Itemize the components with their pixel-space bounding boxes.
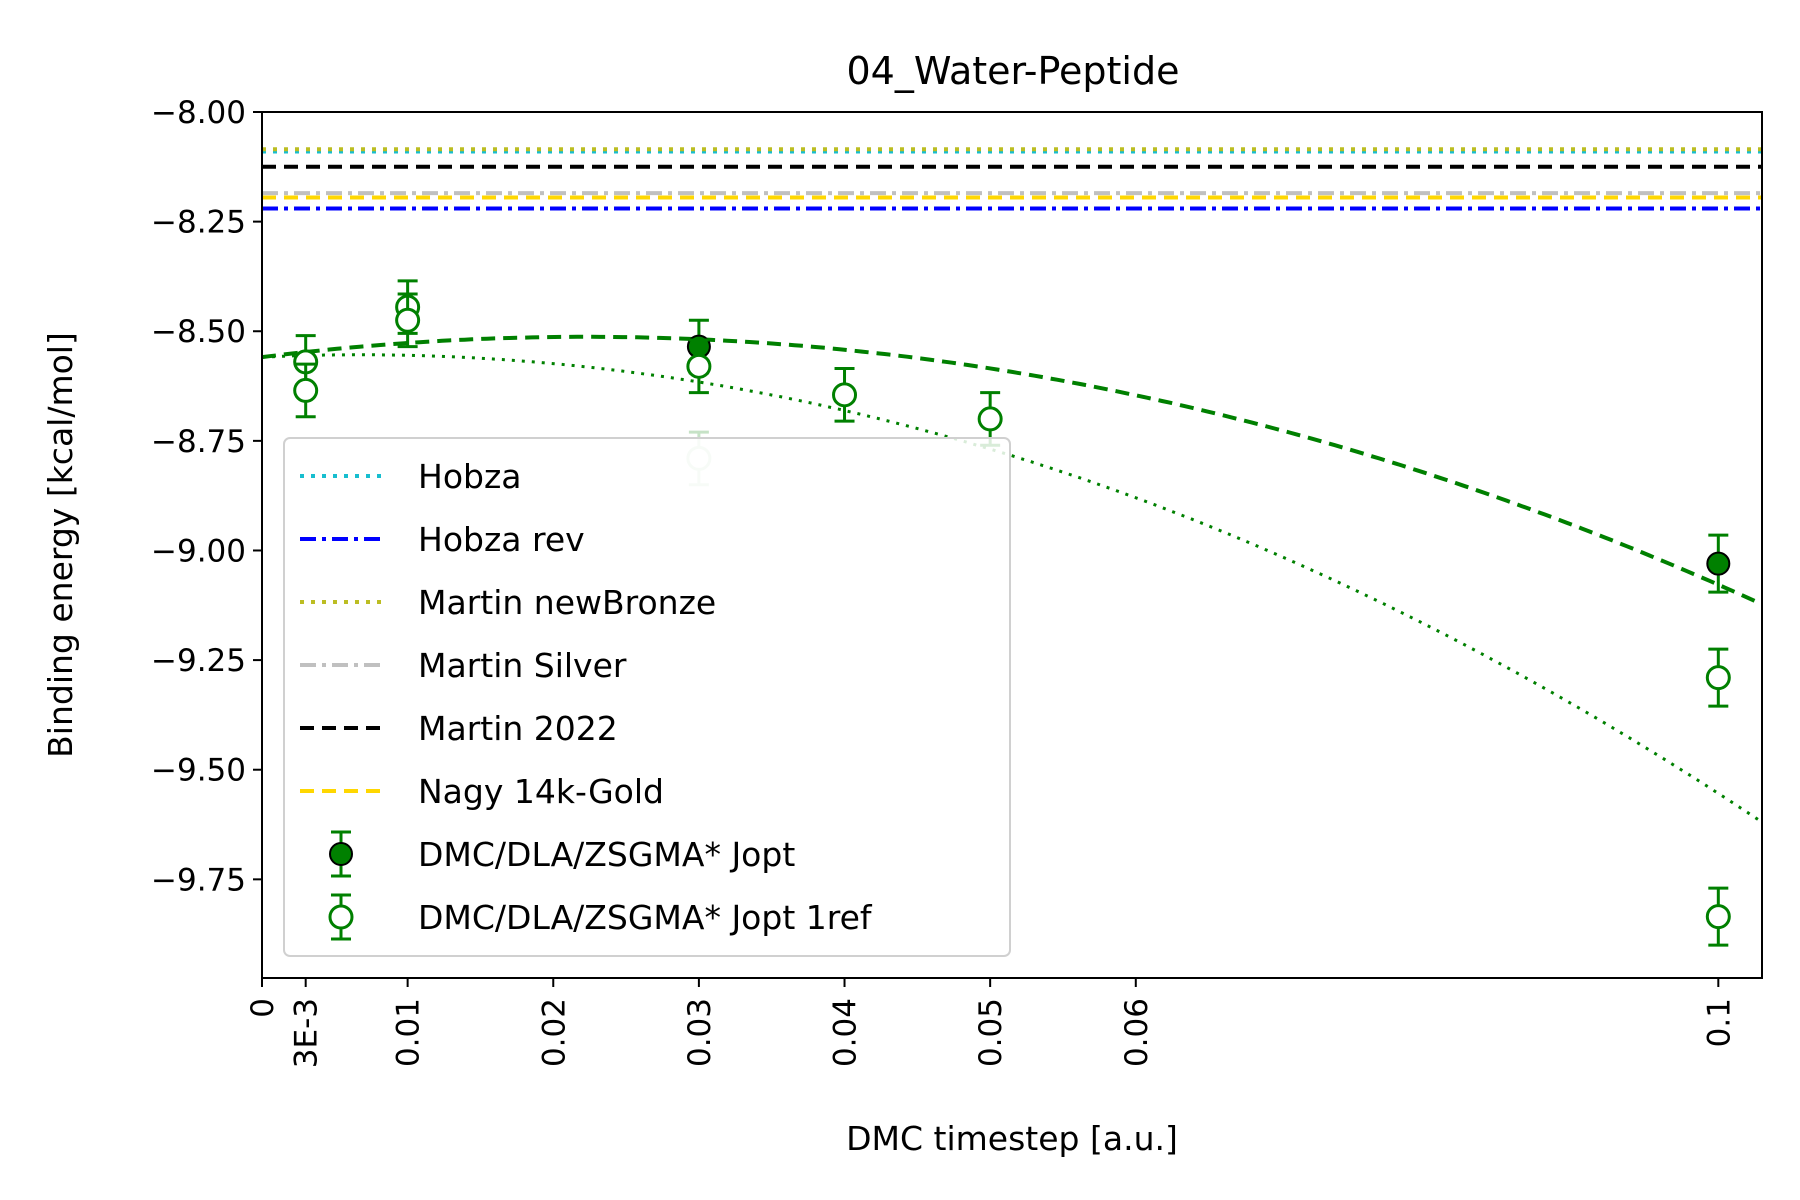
legend-entry-5: Nagy 14k-Gold [300,772,664,811]
legend-label-0: Hobza [418,457,522,496]
data-point-0-1 [1706,533,1731,594]
y-axis-label: Binding energy [kcal/mol] [41,332,80,758]
legend-entry-3: Martin Silver [300,646,627,685]
legend-entry-7: DMC/DLA/ZSGMA* Jopt 1ref [328,893,873,941]
data-point-1-4 [686,338,712,395]
y-tick-label-3: −8.75 [151,424,246,460]
legend: Hobza Hobza rev Martin newBronze Martin Sil… [283,437,1011,957]
legend-label-5: Nagy 14k-Gold [418,772,664,811]
x-tick-label-4: 0.03 [682,998,718,1067]
legend-label-2: Martin newBronze [418,583,716,622]
chart-title: 04_Water-Peptide [847,49,1180,93]
y-tick-label-7: −9.75 [151,862,246,898]
legend-label-4: Martin 2022 [418,709,618,748]
y-tick-label-4: −9.00 [151,533,246,569]
legend-entry-0: Hobza [300,457,522,496]
plot-frame [261,111,1763,979]
data-point-1-6 [832,367,858,423]
x-tick-label-7: 0.06 [1119,998,1155,1067]
x-tick-label-2: 0.01 [391,998,427,1067]
legend-marker [328,904,354,930]
data-point-1-3 [395,292,421,349]
x-tick-label-3: 0.02 [536,998,572,1067]
point-marker [395,307,421,333]
x-tick-label-0: 0 [245,998,281,1018]
data-point-1-7 [977,391,1003,447]
fit-curves [261,334,1763,824]
x-tick-label-1: 3E-3 [289,998,325,1068]
fit-curve-1 [261,353,1763,824]
x-axis: 0 3E-3 0.01 0.02 0.03 0.04 0.05 0.06 0.1 [245,978,1737,1068]
x-tick-label-8: 0.1 [1701,998,1737,1047]
legend-label-3: Martin Silver [418,646,627,685]
data-point-1-1 [293,362,319,419]
legend-label-1: Hobza rev [418,520,585,559]
point-marker [977,406,1003,432]
point-marker [1705,904,1731,930]
legend-box [283,437,1011,957]
legend-entry-6: DMC/DLA/ZSGMA* Jopt [329,830,795,878]
legend-label-7: DMC/DLA/ZSGMA* Jopt 1ref [418,898,873,937]
x-tick-label-5: 0.04 [828,998,864,1067]
legend-marker [329,842,353,866]
y-tick-label-6: −9.50 [151,753,246,789]
legend-entry-1: Hobza rev [300,520,585,559]
point-marker [832,382,858,408]
legend-entry-4: Martin 2022 [300,709,618,748]
fit-curve-0 [261,334,1763,607]
point-marker [1706,551,1731,576]
point-marker [686,353,712,379]
data-point-1-9 [1705,886,1731,947]
x-axis-label: DMC timestep [a.u.] [846,1119,1178,1158]
legend-label-6: DMC/DLA/ZSGMA* Jopt [418,835,795,874]
y-axis: −8.00 −8.25 −8.50 −8.75 −9.00 −9.25 −9.50 −9.75 [151,95,262,898]
point-marker [293,377,319,403]
reference-lines [262,147,1762,211]
y-tick-label-0: −8.00 [151,95,246,131]
data-point-1-8 [1705,647,1731,708]
y-tick-label-5: −9.25 [151,643,246,679]
y-tick-label-2: −8.50 [151,314,246,350]
y-tick-label-1: −8.25 [151,205,246,241]
x-tick-label-6: 0.05 [973,998,1009,1067]
point-marker [1705,665,1731,691]
legend-entry-2: Martin newBronze [300,583,716,622]
